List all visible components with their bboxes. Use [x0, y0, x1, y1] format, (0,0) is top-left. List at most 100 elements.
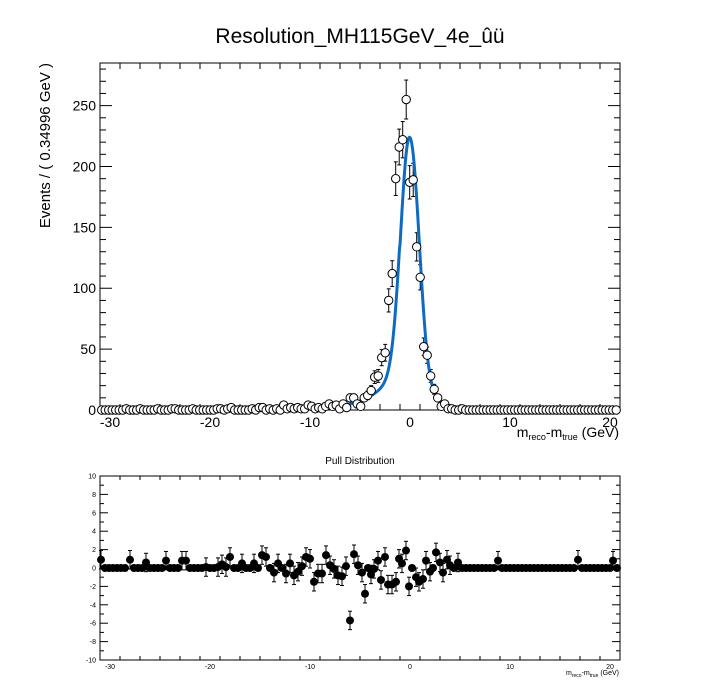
- pull-point: [408, 564, 416, 572]
- data-point: [342, 402, 352, 413]
- pull-y-tick-label: 2: [92, 547, 96, 554]
- data-point: [419, 341, 429, 352]
- pull-point: [358, 568, 366, 577]
- pull-y-tick-label: 8: [92, 492, 96, 499]
- pull-x-tick-label: 10: [506, 664, 514, 671]
- pull-x-tick-label: -30: [105, 664, 115, 671]
- pull-x-tick-label: 0: [408, 664, 412, 671]
- pull-point: [350, 550, 358, 559]
- data-point: [429, 384, 439, 395]
- y-tick-label: 0: [88, 402, 96, 418]
- pull-point: [162, 556, 170, 565]
- x-tick-label: -10: [300, 414, 320, 430]
- pull-point: [278, 564, 286, 572]
- pull-point: [574, 555, 582, 564]
- pull-point: [322, 551, 330, 560]
- data-point: [408, 175, 418, 185]
- x-tick-label: -30: [100, 414, 120, 430]
- pull-point: [138, 564, 146, 572]
- x-tick-label: 20: [602, 414, 618, 430]
- data-point: [391, 173, 401, 184]
- pull-point: [97, 555, 105, 564]
- y-tick-label: 250: [73, 98, 97, 114]
- x-axis-label: mreco-mtrue (GeV): [517, 424, 619, 442]
- x-tick-label: 10: [502, 414, 518, 430]
- pull-point: [294, 567, 302, 576]
- pull-point: [432, 548, 440, 557]
- pull-y-tick-label: -8: [90, 639, 96, 646]
- data-point: [415, 272, 425, 282]
- pull-point: [405, 582, 413, 591]
- data-point: [426, 371, 436, 381]
- pull-point: [381, 552, 389, 561]
- pull-y-tick-label: 4: [92, 529, 96, 536]
- pull-point: [370, 564, 378, 573]
- pull-y-tick-label: -4: [90, 602, 96, 609]
- pull-point: [142, 558, 150, 567]
- pull-point: [254, 564, 262, 572]
- pull-point: [270, 568, 278, 577]
- pull-point: [436, 558, 444, 567]
- pull-x-tick-label: -20: [205, 664, 215, 671]
- pull-y-tick-label: 0: [92, 566, 96, 573]
- pull-point: [330, 564, 338, 573]
- pull-point: [222, 563, 230, 572]
- pull-y-tick-label: -10: [86, 658, 96, 665]
- data-point: [380, 348, 390, 358]
- pull-point: [318, 569, 326, 578]
- pull-point: [361, 589, 369, 598]
- data-point: [366, 385, 376, 396]
- pull-point: [121, 564, 129, 572]
- x-tick-label: 0: [406, 414, 414, 430]
- pull-x-axis-label: mreco-mtrue (GeV): [566, 670, 619, 679]
- pull-plot: Pull Distribution -30 -20 -10 0 10 20-10-8-6-…: [86, 456, 621, 679]
- pull-point: [398, 559, 406, 568]
- pull-point: [422, 556, 430, 565]
- pull-point: [402, 546, 410, 555]
- data-point: [384, 295, 394, 306]
- fit-curve: [100, 135, 620, 412]
- data-point: [398, 135, 408, 145]
- pull-point: [262, 552, 270, 561]
- pull-point: [606, 564, 614, 572]
- pull-point: [429, 564, 437, 572]
- y-tick-label: 100: [73, 280, 97, 296]
- pull-point: [286, 559, 294, 568]
- y-tick-label: 50: [80, 341, 96, 357]
- pull-y-tick-label: -6: [90, 621, 96, 628]
- pull-point: [494, 556, 502, 565]
- pull-point: [490, 564, 498, 572]
- chart-title: Resolution_MH115GeV_4e_ûü: [215, 25, 504, 48]
- pull-x-tick-label: 20: [606, 664, 614, 671]
- pull-point: [226, 552, 234, 561]
- pull-title: Pull Distribution: [325, 456, 394, 467]
- pull-point: [450, 564, 458, 572]
- data-points: [97, 94, 621, 415]
- pull-point: [126, 555, 134, 564]
- data-point: [356, 401, 366, 412]
- y-tick-label: 150: [73, 219, 97, 235]
- pull-point: [182, 556, 190, 565]
- x-tick-label: -20: [200, 414, 220, 430]
- data-point: [433, 393, 443, 403]
- y-axis-label: Events / ( 0.34996 GeV ): [37, 63, 54, 228]
- pull-point: [609, 556, 617, 565]
- pull-point: [310, 577, 318, 586]
- pull-point: [174, 564, 182, 572]
- data-point: [422, 350, 432, 360]
- pull-point: [377, 575, 385, 584]
- error-bars: [99, 79, 619, 411]
- pull-point: [306, 554, 314, 563]
- plot-frame: [99, 62, 621, 411]
- pull-point: [454, 558, 462, 567]
- pull-x-tick-label: -10: [305, 664, 315, 671]
- data-point: [387, 268, 397, 279]
- pull-point: [439, 568, 447, 577]
- pull-point: [342, 562, 350, 571]
- pull-y-tick-label: 6: [92, 510, 96, 517]
- pull-point: [338, 572, 346, 581]
- pull-point: [374, 556, 382, 565]
